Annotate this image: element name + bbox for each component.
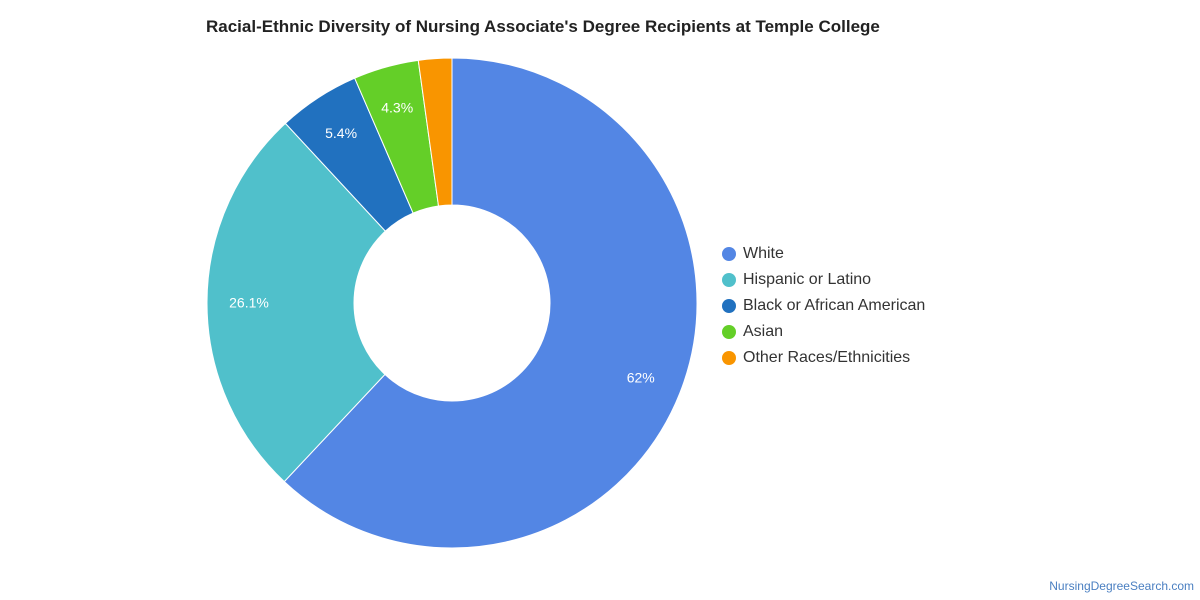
legend-swatch bbox=[722, 299, 736, 313]
legend-item-hispanic-or-latino[interactable]: Hispanic or Latino bbox=[722, 267, 925, 293]
legend-item-white[interactable]: White bbox=[722, 241, 925, 267]
data-label-white: 62% bbox=[627, 370, 655, 386]
legend-label: Asian bbox=[743, 323, 784, 340]
donut-slices bbox=[206, 57, 698, 549]
chart-legend: White Hispanic or Latino Black or African … bbox=[722, 241, 925, 371]
legend-swatch bbox=[722, 247, 736, 261]
chart-title: Racial-Ethnic Diversity of Nursing Assoc… bbox=[206, 17, 880, 36]
slice-other-races-ethnicities[interactable] bbox=[417, 57, 453, 207]
legend-item-other-races-ethnicities[interactable]: Other Races/Ethnicities bbox=[722, 345, 925, 371]
legend-swatch bbox=[722, 351, 736, 365]
legend-label: Hispanic or Latino bbox=[743, 271, 872, 288]
legend-item-black-or-african-american[interactable]: Black or African American bbox=[722, 293, 925, 319]
data-label-black-or-african-american: 5.4% bbox=[325, 125, 357, 141]
legend-label: Other Races/Ethnicities bbox=[743, 349, 911, 366]
legend-item-asian[interactable]: Asian bbox=[722, 319, 925, 345]
slice-white[interactable] bbox=[283, 57, 698, 549]
data-label-hispanic-or-latino: 26.1% bbox=[229, 294, 269, 310]
legend-label: White bbox=[743, 245, 784, 262]
data-label-asian: 4.3% bbox=[381, 100, 413, 116]
legend-swatch bbox=[722, 273, 736, 287]
slice-labels: 62% 26.1% 5.4% 4.3% bbox=[229, 100, 655, 386]
slice-hispanic-or-latino[interactable] bbox=[206, 122, 387, 483]
legend-swatch bbox=[722, 325, 736, 339]
legend-label: Black or African American bbox=[743, 297, 926, 314]
source-link[interactable]: NursingDegreeSearch.com bbox=[1049, 579, 1194, 593]
